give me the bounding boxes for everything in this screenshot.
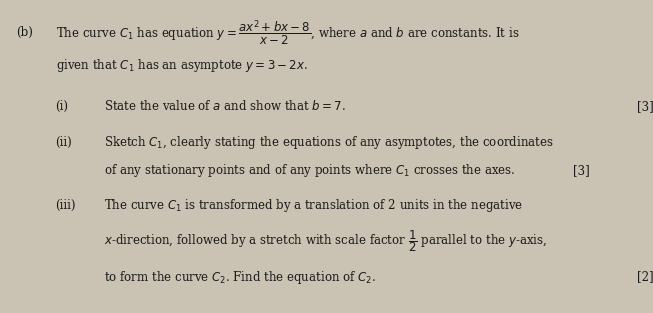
Text: (ii): (ii) [56, 136, 72, 149]
Text: Sketch $C_1$, clearly stating the equations of any asymptotes, the coordinates: Sketch $C_1$, clearly stating the equati… [104, 134, 554, 151]
Text: (b): (b) [16, 26, 33, 39]
Text: [3]: [3] [637, 100, 653, 113]
Text: The curve $C_1$ is transformed by a translation of 2 units in the negative: The curve $C_1$ is transformed by a tran… [104, 197, 524, 213]
Text: [3]: [3] [573, 164, 590, 177]
Text: (iii): (iii) [56, 198, 76, 212]
Text: given that $C_1$ has an asymptote $y = 3-2x$.: given that $C_1$ has an asymptote $y = 3… [56, 57, 308, 74]
Text: to form the curve $C_2$. Find the equation of $C_2$.: to form the curve $C_2$. Find the equati… [104, 269, 376, 285]
Text: $x$-direction, followed by a stretch with scale factor $\dfrac{1}{2}$ parallel t: $x$-direction, followed by a stretch wit… [104, 228, 548, 254]
Text: State the value of $a$ and show that $b = 7$.: State the value of $a$ and show that $b … [104, 100, 347, 113]
Text: [2]: [2] [637, 270, 653, 284]
Text: The curve $C_1$ has equation $y = \dfrac{ax^2+bx-8}{x-2}$, where $a$ and $b$ are: The curve $C_1$ has equation $y = \dfrac… [56, 18, 519, 48]
Text: (i): (i) [56, 100, 69, 113]
Text: of any stationary points and of any points where $C_1$ crosses the axes.: of any stationary points and of any poin… [104, 162, 516, 179]
